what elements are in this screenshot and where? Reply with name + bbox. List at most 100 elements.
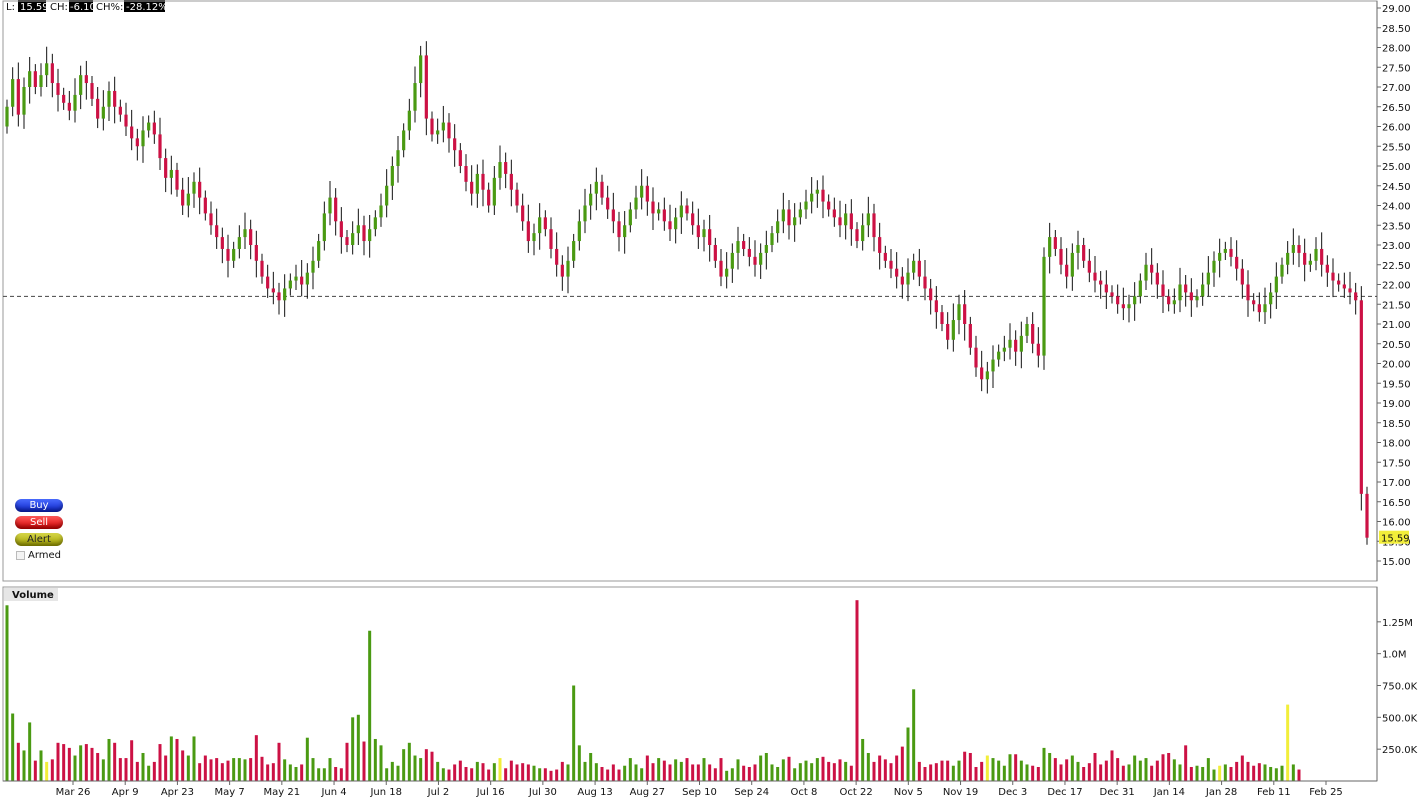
- volume-bar: [657, 758, 661, 781]
- volume-bar: [1014, 754, 1018, 781]
- volume-bar: [793, 768, 797, 781]
- candle-body: [957, 304, 961, 321]
- candle-body: [192, 181, 196, 194]
- candle-body: [1076, 245, 1080, 253]
- candle-body: [1263, 304, 1267, 313]
- x-tick-label: Dec 3: [998, 787, 1027, 798]
- change-pct-value-box: [124, 0, 165, 12]
- candle-body: [475, 173, 479, 194]
- volume-bar: [1155, 760, 1159, 781]
- candle-body: [838, 217, 842, 226]
- volume-panel-frame: [2, 586, 1378, 782]
- volume-bar: [1206, 758, 1210, 781]
- volume-bar: [1133, 755, 1137, 781]
- buy-button[interactable]: Buy: [15, 499, 63, 512]
- volume-bar: [487, 769, 491, 781]
- candle-body: [311, 260, 315, 273]
- volume-bar: [1240, 755, 1244, 781]
- candle-body: [923, 276, 927, 289]
- volume-bar: [980, 761, 984, 781]
- volume-bar: [288, 764, 292, 781]
- volume-bar: [300, 764, 304, 781]
- candle-body: [560, 264, 564, 277]
- candle-body: [135, 138, 139, 147]
- volume-bar: [311, 758, 315, 781]
- price-tick-label: 25.50: [1382, 142, 1411, 153]
- armed-checkbox[interactable]: [16, 551, 25, 560]
- candle-body: [1065, 264, 1069, 277]
- candle-body: [107, 90, 111, 107]
- volume-bar: [668, 764, 672, 781]
- volume-bar: [147, 765, 151, 781]
- candle-body: [1189, 292, 1193, 301]
- candle-body: [855, 229, 859, 242]
- candle-body: [413, 83, 417, 111]
- sell-button[interactable]: Sell: [15, 516, 63, 529]
- volume-bar: [906, 727, 910, 781]
- candle-body: [390, 166, 394, 186]
- candle-body: [1104, 284, 1108, 293]
- price-tick-label: 27.50: [1382, 63, 1411, 74]
- volume-bar: [492, 763, 496, 781]
- candle-body: [118, 106, 122, 115]
- volume-bar: [379, 745, 383, 781]
- armed-toggle[interactable]: Armed: [16, 550, 61, 561]
- volume-bar: [538, 768, 542, 781]
- candle-body: [124, 114, 128, 127]
- candle-body: [441, 122, 445, 131]
- candle-body: [345, 237, 349, 245]
- volume-bar: [1082, 766, 1086, 781]
- volume-bar: [334, 766, 338, 781]
- x-tick-label: Sep 10: [682, 787, 717, 798]
- volume-bar: [1059, 764, 1063, 781]
- candle-body: [781, 209, 785, 222]
- candle-body: [334, 197, 338, 222]
- candle-body: [237, 237, 241, 249]
- volume-tick-label: 750.0K: [1382, 682, 1418, 693]
- candle-body: [1087, 260, 1091, 273]
- volume-bar: [458, 760, 462, 781]
- alert-button[interactable]: Alert: [15, 533, 63, 546]
- candle-body: [963, 304, 967, 324]
- x-tick-label: Sep 24: [734, 787, 769, 798]
- candle-body: [101, 106, 105, 119]
- candle-body: [1303, 252, 1307, 265]
- candle-body: [770, 233, 774, 245]
- last-price-tag-text: 15.59: [1381, 534, 1410, 545]
- volume-bar: [1178, 764, 1182, 781]
- volume-bar: [543, 768, 547, 781]
- candle-body: [1048, 237, 1052, 257]
- candle-body: [611, 209, 615, 222]
- candle-body: [1280, 264, 1284, 277]
- volume-bar: [226, 760, 230, 781]
- volume-bar: [1042, 747, 1046, 781]
- candle-body: [11, 79, 15, 107]
- candle-body: [861, 225, 865, 242]
- candle-body: [209, 213, 213, 226]
- candle-body: [385, 185, 389, 206]
- volume-bar: [271, 763, 275, 781]
- volume-bar: [515, 764, 519, 781]
- volume-bar: [1110, 750, 1114, 781]
- volume-bar: [56, 742, 60, 781]
- candle-body: [198, 181, 202, 198]
- volume-bar: [560, 761, 564, 781]
- x-tick-label: Feb 11: [1257, 787, 1291, 798]
- volume-bar: [305, 737, 309, 781]
- volume-bar: [878, 755, 882, 781]
- candle-body: [617, 221, 621, 238]
- volume-bar: [1150, 765, 1154, 781]
- volume-bar: [385, 768, 389, 781]
- candle-body: [1019, 335, 1023, 352]
- candle-body: [878, 237, 882, 253]
- candle-body: [1297, 245, 1301, 253]
- x-tick-label: Mar 26: [56, 787, 91, 798]
- price-tick-label: 27.00: [1382, 83, 1411, 94]
- candle-body: [1252, 300, 1256, 305]
- volume-bar: [611, 764, 615, 781]
- volume-bar: [254, 735, 258, 781]
- candle-body: [912, 260, 916, 273]
- volume-bar: [1161, 754, 1165, 781]
- candle-body: [866, 213, 870, 226]
- price-tick-label: 20.50: [1382, 340, 1411, 351]
